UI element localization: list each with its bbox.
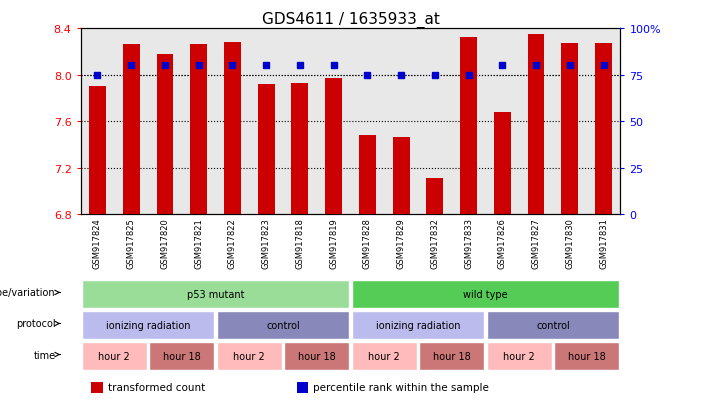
Text: hour 2: hour 2 (503, 351, 535, 361)
Bar (419, 343, 484, 370)
Text: hour 18: hour 18 (298, 351, 336, 361)
Text: protocol: protocol (16, 319, 55, 329)
Text: percentile rank within the sample: percentile rank within the sample (313, 382, 489, 392)
Bar (554, 343, 619, 370)
Bar (393, 138, 409, 215)
Bar (89, 87, 106, 215)
Bar (460, 38, 477, 215)
Text: genotype/variation: genotype/variation (0, 288, 55, 298)
Bar (595, 44, 612, 215)
Bar (528, 35, 545, 215)
Bar (486, 311, 619, 339)
Bar (352, 343, 416, 370)
Bar (82, 281, 349, 308)
Bar (359, 136, 376, 215)
Text: ionizing radiation: ionizing radiation (106, 320, 191, 330)
Text: hour 2: hour 2 (98, 351, 130, 361)
Text: hour 2: hour 2 (368, 351, 400, 361)
Text: hour 2: hour 2 (233, 351, 265, 361)
Bar (494, 113, 511, 215)
Text: hour 18: hour 18 (163, 351, 200, 361)
Bar (352, 311, 484, 339)
Bar (123, 45, 139, 215)
Bar (82, 311, 215, 339)
Text: control: control (536, 320, 570, 330)
Bar (217, 311, 349, 339)
Bar (91, 382, 103, 393)
Title: GDS4611 / 1635933_at: GDS4611 / 1635933_at (261, 12, 440, 28)
Bar (562, 44, 578, 215)
Text: control: control (266, 320, 300, 330)
Text: time: time (34, 350, 55, 360)
Bar (82, 343, 147, 370)
Bar (217, 343, 282, 370)
Bar (190, 45, 207, 215)
Text: transformed count: transformed count (108, 382, 205, 392)
Text: ionizing radiation: ionizing radiation (376, 320, 461, 330)
Bar (486, 343, 552, 370)
Text: hour 18: hour 18 (433, 351, 470, 361)
Bar (258, 85, 275, 215)
Text: p53 mutant: p53 mutant (186, 289, 245, 299)
Bar (297, 382, 308, 393)
Bar (325, 79, 342, 215)
Bar (149, 343, 215, 370)
Bar (426, 179, 443, 215)
Text: hour 18: hour 18 (568, 351, 606, 361)
Bar (224, 43, 241, 215)
Text: wild type: wild type (463, 289, 508, 299)
Bar (285, 343, 349, 370)
Bar (352, 281, 619, 308)
Bar (292, 83, 308, 215)
Bar (156, 55, 173, 215)
